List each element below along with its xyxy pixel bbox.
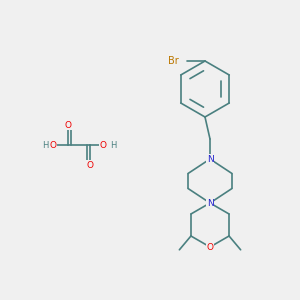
Text: O: O (64, 121, 71, 130)
Text: O: O (50, 140, 56, 149)
Text: N: N (207, 199, 213, 208)
Text: H: H (42, 140, 48, 149)
Text: Br: Br (168, 56, 178, 66)
Text: O: O (206, 242, 214, 251)
Text: O: O (86, 160, 94, 169)
Text: O: O (100, 140, 106, 149)
Text: H: H (110, 140, 116, 149)
Text: N: N (207, 154, 213, 164)
